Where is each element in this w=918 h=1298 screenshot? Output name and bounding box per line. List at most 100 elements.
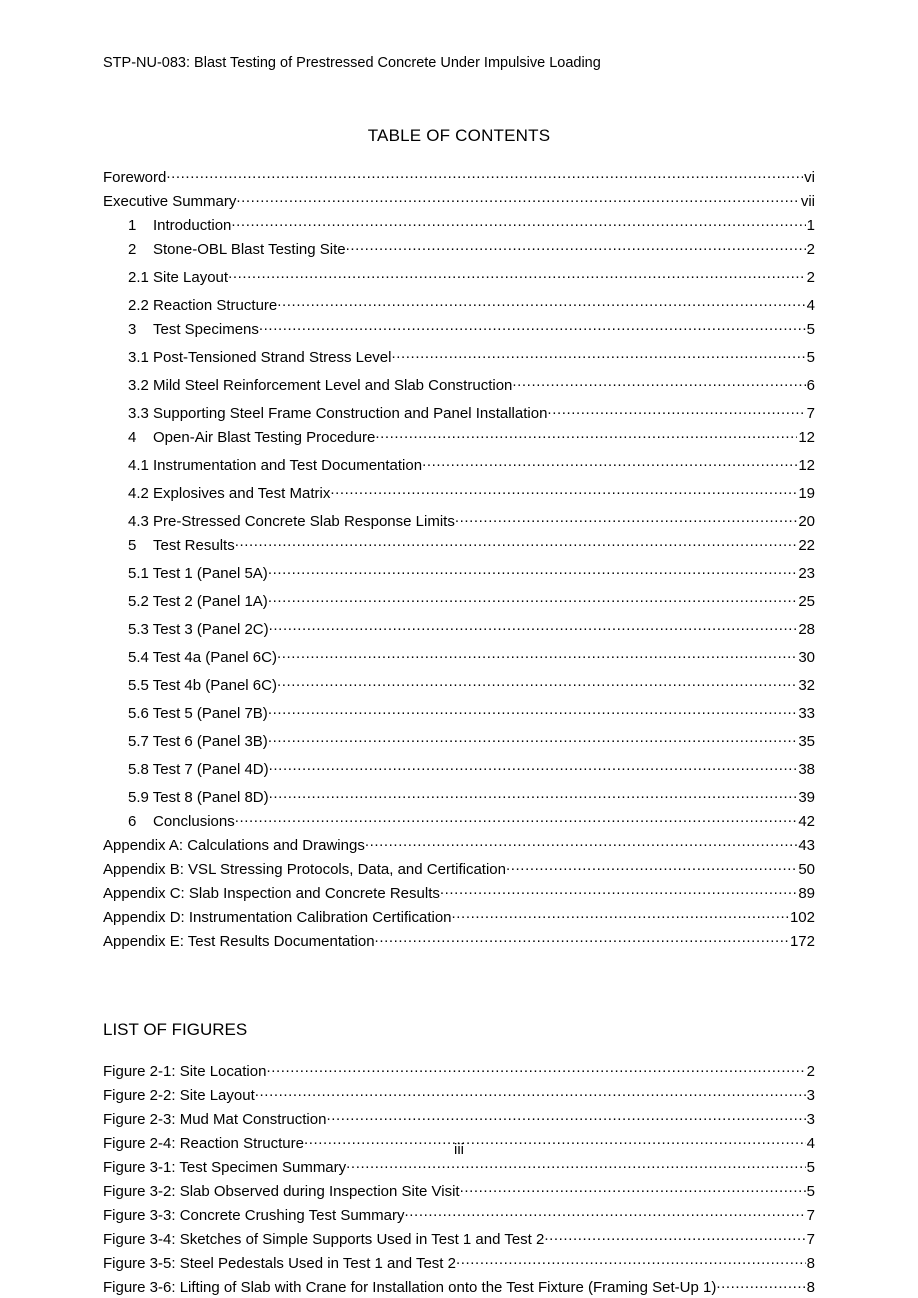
- toc-leader-dots: [228, 267, 806, 282]
- toc-page-number: 32: [797, 678, 815, 693]
- toc-leader-dots: [440, 883, 797, 898]
- toc-chapter-number: 5: [128, 538, 153, 553]
- toc-label: 3.3 Supporting Steel Frame Construction …: [128, 406, 547, 421]
- toc-leader-dots: [346, 239, 806, 254]
- toc-entry: 4.2 Explosives and Test Matrix19: [103, 480, 815, 504]
- lof-label: Figure 2-3: Mud Mat Construction: [103, 1112, 326, 1127]
- lof-label: Figure 3-1: Test Specimen Summary: [103, 1160, 346, 1175]
- toc-entry: Executive Summary vii: [103, 188, 815, 212]
- lof-page-number: 5: [806, 1160, 815, 1175]
- toc-page-number: 5: [806, 322, 815, 337]
- toc-page-number: 30: [797, 650, 815, 665]
- toc-leader-dots: [268, 563, 798, 578]
- lof-entry: Figure 2-1: Site Location 2: [103, 1058, 815, 1082]
- toc-entry: 3.3 Supporting Steel Frame Construction …: [103, 400, 815, 424]
- toc-label: 5.7 Test 6 (Panel 3B): [128, 734, 268, 749]
- lof-page-number: 2: [806, 1064, 815, 1079]
- toc-chapter-number: 6: [128, 814, 153, 829]
- lof-label: Figure 3-3: Concrete Crushing Test Summa…: [103, 1208, 405, 1223]
- toc-label: Introduction: [153, 218, 231, 233]
- toc-chapter-number: 1: [128, 218, 153, 233]
- toc-entry: 5.2 Test 2 (Panel 1A)25: [103, 588, 815, 612]
- toc-leader-dots: [268, 731, 798, 746]
- toc-entry: 4.1 Instrumentation and Test Documentati…: [103, 452, 815, 476]
- lof-label: Figure 3-6: Lifting of Slab with Crane f…: [103, 1280, 716, 1295]
- toc-leader-dots: [330, 483, 797, 498]
- toc-label: 3.1 Post-Tensioned Strand Stress Level: [128, 350, 391, 365]
- toc-label: Executive Summary: [103, 194, 236, 209]
- toc-label: Test Specimens: [153, 322, 259, 337]
- toc-page-number: 42: [797, 814, 815, 829]
- toc-page-number: 33: [797, 706, 815, 721]
- toc-label: Appendix A: Calculations and Drawings: [103, 838, 365, 853]
- lof-entry: Figure 3-6: Lifting of Slab with Crane f…: [103, 1274, 815, 1298]
- toc-leader-dots: [235, 535, 798, 550]
- lof-label: Figure 2-1: Site Location: [103, 1064, 266, 1079]
- toc-label: Appendix D: Instrumentation Calibration …: [103, 910, 452, 925]
- toc-entry: 4Open-Air Blast Testing Procedure12: [103, 424, 815, 448]
- lof-page-number: 7: [806, 1208, 815, 1223]
- toc-page-number: 6: [806, 378, 815, 393]
- toc-leader-dots: [452, 907, 789, 922]
- toc-page-number: 89: [797, 886, 815, 901]
- toc-leader-dots: [269, 759, 798, 774]
- toc-chapter-number: 3: [128, 322, 153, 337]
- toc-leader-dots: [512, 375, 805, 390]
- toc-page-number: 4: [806, 298, 815, 313]
- toc-leader-dots: [455, 511, 797, 526]
- lof-leader-dots: [255, 1085, 806, 1100]
- lof-leader-dots: [544, 1229, 805, 1244]
- toc-entry: 5.5 Test 4b (Panel 6C) 32: [103, 672, 815, 696]
- lof-leader-dots: [716, 1277, 805, 1292]
- lof-entry: Figure 3-4: Sketches of Simple Supports …: [103, 1226, 815, 1250]
- toc-entry: 5.9 Test 8 (Panel 8D)39: [103, 784, 815, 808]
- lof-title: LIST OF FIGURES: [103, 1020, 815, 1040]
- toc-page-number: 50: [797, 862, 815, 877]
- toc-page-number: 19: [797, 486, 815, 501]
- toc-page-number: 20: [797, 514, 815, 529]
- list-of-figures: Figure 2-1: Site Location 2 Figure 2-2: Si…: [103, 1058, 815, 1298]
- toc-entry: 2.2 Reaction Structure4: [103, 292, 815, 316]
- toc-label: 5.5 Test 4b (Panel 6C): [128, 678, 277, 693]
- toc-entry: 3Test Specimens 5: [103, 316, 815, 340]
- toc-label: 4.1 Instrumentation and Test Documentati…: [128, 458, 422, 473]
- toc-entry: 5.4 Test 4a (Panel 6C)30: [103, 644, 815, 668]
- toc-entry: 1Introduction1: [103, 212, 815, 236]
- toc-label: 5.3 Test 3 (Panel 2C): [128, 622, 269, 637]
- toc-page-number: 22: [797, 538, 815, 553]
- toc-label: 5.2 Test 2 (Panel 1A): [128, 594, 268, 609]
- toc-leader-dots: [259, 319, 806, 334]
- toc-page-number: 43: [797, 838, 815, 853]
- toc-label: Appendix C: Slab Inspection and Concrete…: [103, 886, 440, 901]
- toc-leader-dots: [236, 191, 799, 206]
- toc-entry: 5.6 Test 5 (Panel 7B)33: [103, 700, 815, 724]
- toc-page-number: 39: [797, 790, 815, 805]
- toc-page-number: 172: [789, 934, 815, 949]
- lof-page-number: 7: [806, 1232, 815, 1247]
- toc-page-number: 5: [806, 350, 815, 365]
- toc-page-number: 7: [806, 406, 815, 421]
- toc-label: 5.1 Test 1 (Panel 5A): [128, 566, 268, 581]
- toc-entry: Foreword vi: [103, 164, 815, 188]
- lof-leader-dots: [460, 1181, 806, 1196]
- toc-entry: 5Test Results22: [103, 532, 815, 556]
- lof-page-number: 5: [806, 1184, 815, 1199]
- toc-leader-dots: [166, 167, 803, 182]
- toc-entry: Appendix A: Calculations and Drawings 43: [103, 832, 815, 856]
- toc-entry: 2Stone-OBL Blast Testing Site2: [103, 236, 815, 260]
- toc-leader-dots: [268, 703, 798, 718]
- toc-entry: 5.7 Test 6 (Panel 3B) 35: [103, 728, 815, 752]
- toc-page-number: vi: [803, 170, 815, 185]
- toc-label: Conclusions: [153, 814, 235, 829]
- toc-entry: 3.1 Post-Tensioned Strand Stress Level 5: [103, 344, 815, 368]
- toc-leader-dots: [269, 787, 798, 802]
- toc-label: Foreword: [103, 170, 166, 185]
- toc-page-number: vii: [800, 194, 815, 209]
- lof-entry: Figure 2-2: Site Layout3: [103, 1082, 815, 1106]
- toc-entry: 4.3 Pre-Stressed Concrete Slab Response …: [103, 508, 815, 532]
- toc-entry: Appendix C: Slab Inspection and Concrete…: [103, 880, 815, 904]
- toc-page-number: 35: [797, 734, 815, 749]
- lof-entry: Figure 3-3: Concrete Crushing Test Summa…: [103, 1202, 815, 1226]
- toc-page-number: 2: [806, 242, 815, 257]
- toc-label: 2.1 Site Layout: [128, 270, 228, 285]
